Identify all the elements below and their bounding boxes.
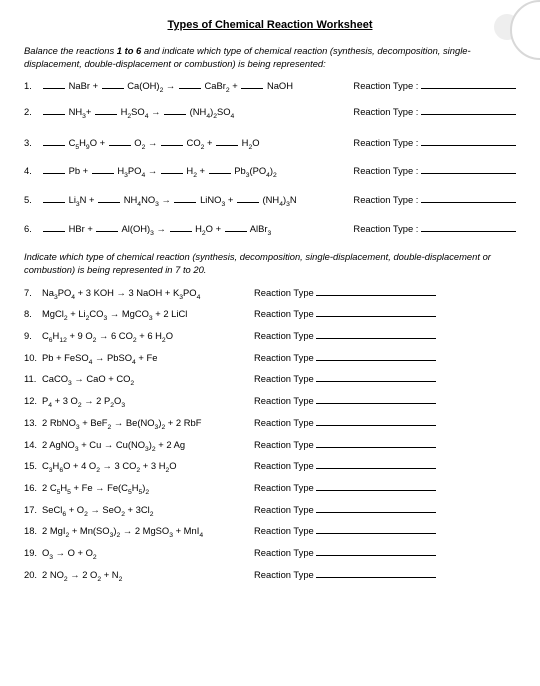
equation: Na3PO4 + 3 KOH → 3 NaOH + K3PO4 — [42, 287, 254, 300]
equation: NaBr + Ca(OH)2 → CaBr2 + NaOH — [42, 80, 293, 93]
equation: 2 RbNO3 + BeF2 → Be(NO3)2 + 2 RbF — [42, 417, 254, 430]
question-row: 1. NaBr + Ca(OH)2 → CaBr2 + NaOH Reaction… — [24, 80, 516, 93]
worksheet-page: Types of Chemical Reaction Worksheet Bal… — [0, 0, 540, 604]
reaction-type-field[interactable]: Reaction Type — [254, 504, 436, 517]
equation: Li3N + NH4NO3 → LiNO3 + (NH4)3N — [42, 194, 297, 207]
reaction-type-field[interactable]: Reaction Type — [254, 547, 436, 560]
reaction-type-field[interactable]: Reaction Type — [254, 395, 436, 408]
reaction-type-field[interactable]: Reaction Type — [254, 525, 436, 538]
question-number: 18. — [24, 525, 42, 538]
equation: C3H6O + 4 O2 → 3 CO2 + 3 H2O — [42, 460, 254, 473]
question-number: 20. — [24, 569, 42, 582]
question-row: 16.2 C5H5 + Fe → Fe(C5H5)2Reaction Type — [24, 482, 516, 495]
question-number: 10. — [24, 352, 42, 365]
instructions-2: Indicate which type of chemical reaction… — [24, 251, 516, 276]
reaction-type-field[interactable]: Reaction Type — [254, 439, 436, 452]
question-number: 6. — [24, 223, 42, 236]
reaction-type-field[interactable]: Reaction Type — [254, 569, 436, 582]
question-row: 15.C3H6O + 4 O2 → 3 CO2 + 3 H2OReaction … — [24, 460, 516, 473]
equation: Pb + H3PO4 → H2 + Pb3(PO4)2 — [42, 165, 277, 178]
question-number: 11. — [24, 373, 42, 386]
reaction-type-field[interactable]: Reaction Type — [254, 287, 436, 300]
equation: 2 MgI2 + Mn(SO3)2 → 2 MgSO3 + MnI4 — [42, 525, 254, 538]
equation: SeCl6 + O2 → SeO2 + 3Cl2 — [42, 504, 254, 517]
instr1-a: Balance the reactions — [24, 45, 117, 56]
question-row: 3. C5H9O + O2 → CO2 + H2O Reaction Type : — [24, 137, 516, 150]
equation: C6H12 + 9 O2 → 6 CO2 + 6 H2O — [42, 330, 254, 343]
question-row: 7.Na3PO4 + 3 KOH → 3 NaOH + K3PO4Reactio… — [24, 287, 516, 300]
question-row: 6. HBr + Al(OH)3 → H2O + AlBr3 Reaction T… — [24, 223, 516, 236]
question-row: 2. NH3+ H2SO4 → (NH4)2SO4 Reaction Type : — [24, 106, 516, 119]
question-row: 17.SeCl6 + O2 → SeO2 + 3Cl2Reaction Type — [24, 504, 516, 517]
equation: P4 + 3 O2 → 2 P2O3 — [42, 395, 254, 408]
equation: HBr + Al(OH)3 → H2O + AlBr3 — [42, 223, 271, 236]
question-number: 19. — [24, 547, 42, 560]
equation: Pb + FeSO4 → PbSO4 + Fe — [42, 352, 254, 365]
reaction-type-field[interactable]: Reaction Type : — [353, 194, 516, 207]
question-row: 5. Li3N + NH4NO3 → LiNO3 + (NH4)3N Reacti… — [24, 194, 516, 207]
section-2: 7.Na3PO4 + 3 KOH → 3 NaOH + K3PO4Reactio… — [24, 287, 516, 582]
instr1-b: 1 to 6 — [117, 45, 142, 56]
question-number: 2. — [24, 106, 42, 119]
equation: 2 AgNO3 + Cu → Cu(NO3)2 + 2 Ag — [42, 439, 254, 452]
question-number: 4. — [24, 165, 42, 178]
instructions-1: Balance the reactions 1 to 6 and indicat… — [24, 45, 516, 70]
worksheet-title: Types of Chemical Reaction Worksheet — [24, 18, 516, 33]
question-number: 9. — [24, 330, 42, 343]
question-number: 8. — [24, 308, 42, 321]
question-row: 18.2 MgI2 + Mn(SO3)2 → 2 MgSO3 + MnI4Rea… — [24, 525, 516, 538]
reaction-type-field[interactable]: Reaction Type : — [353, 223, 516, 236]
equation: NH3+ H2SO4 → (NH4)2SO4 — [42, 106, 234, 119]
equation: 2 C5H5 + Fe → Fe(C5H5)2 — [42, 482, 254, 495]
equation: CaCO3 → CaO + CO2 — [42, 373, 254, 386]
equation: C5H9O + O2 → CO2 + H2O — [42, 137, 260, 150]
reaction-type-field[interactable]: Reaction Type — [254, 460, 436, 473]
equation: 2 NO2 → 2 O2 + N2 — [42, 569, 254, 582]
reaction-type-field[interactable]: Reaction Type — [254, 482, 436, 495]
reaction-type-field[interactable]: Reaction Type : — [353, 80, 516, 93]
equation: MgCl2 + Li2CO3 → MgCO3 + 2 LiCl — [42, 308, 254, 321]
reaction-type-field[interactable]: Reaction Type : — [353, 165, 516, 178]
question-number: 17. — [24, 504, 42, 517]
question-row: 4. Pb + H3PO4 → H2 + Pb3(PO4)2 Reaction T… — [24, 165, 516, 178]
reaction-type-field[interactable]: Reaction Type — [254, 330, 436, 343]
question-row: 9.C6H12 + 9 O2 → 6 CO2 + 6 H2OReaction T… — [24, 330, 516, 343]
question-row: 10.Pb + FeSO4 → PbSO4 + FeReaction Type — [24, 352, 516, 365]
question-number: 15. — [24, 460, 42, 473]
question-row: 13.2 RbNO3 + BeF2 → Be(NO3)2 + 2 RbFReac… — [24, 417, 516, 430]
question-row: 19.O3 → O + O2Reaction Type — [24, 547, 516, 560]
equation: O3 → O + O2 — [42, 547, 254, 560]
question-number: 7. — [24, 287, 42, 300]
question-number: 13. — [24, 417, 42, 430]
question-number: 16. — [24, 482, 42, 495]
reaction-type-field[interactable]: Reaction Type : — [353, 137, 516, 150]
question-number: 1. — [24, 80, 42, 93]
question-number: 12. — [24, 395, 42, 408]
question-number: 3. — [24, 137, 42, 150]
question-number: 5. — [24, 194, 42, 207]
question-row: 8.MgCl2 + Li2CO3 → MgCO3 + 2 LiClReactio… — [24, 308, 516, 321]
reaction-type-field[interactable]: Reaction Type — [254, 352, 436, 365]
question-row: 14.2 AgNO3 + Cu → Cu(NO3)2 + 2 AgReactio… — [24, 439, 516, 452]
reaction-type-field[interactable]: Reaction Type — [254, 308, 436, 321]
reaction-type-field[interactable]: Reaction Type : — [353, 106, 516, 119]
question-row: 11.CaCO3 → CaO + CO2Reaction Type — [24, 373, 516, 386]
question-number: 14. — [24, 439, 42, 452]
section-1: 1. NaBr + Ca(OH)2 → CaBr2 + NaOH Reaction… — [24, 80, 516, 235]
question-row: 20.2 NO2 → 2 O2 + N2Reaction Type — [24, 569, 516, 582]
reaction-type-field[interactable]: Reaction Type — [254, 417, 436, 430]
reaction-type-field[interactable]: Reaction Type — [254, 373, 436, 386]
question-row: 12.P4 + 3 O2 → 2 P2O3Reaction Type — [24, 395, 516, 408]
